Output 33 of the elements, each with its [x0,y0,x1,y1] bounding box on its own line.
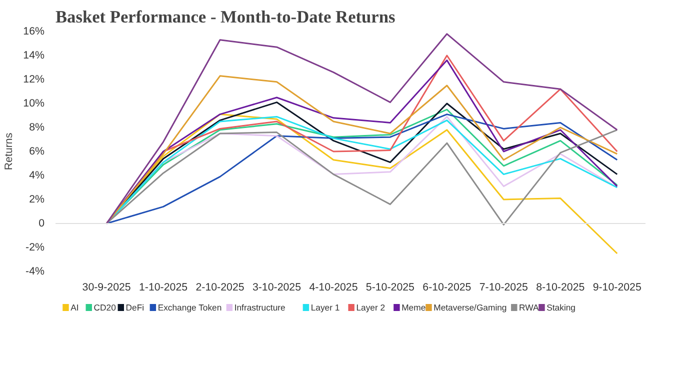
y-tick-label: 16% [23,26,46,38]
y-tick-label: 8% [29,122,46,134]
legend-label: Meme [402,302,426,312]
x-tick-label: 7-10-2025 [479,282,528,294]
legend-label: DeFi [126,302,144,312]
y-tick-label: -4% [26,266,46,278]
x-tick-label: 1-10-2025 [138,282,188,294]
y-tick-label: 6% [29,146,46,158]
x-tick-label: 2-10-2025 [196,282,244,294]
legend-label: Layer 2 [356,302,386,312]
legend-label: Staking [546,302,576,312]
legend-label: CD20 [94,302,116,312]
y-tick-label: 14% [23,50,46,62]
x-tick-label: 3-10-2025 [252,282,302,294]
y-tick-label: 0 [38,218,45,230]
legend-label: AI [70,302,79,312]
x-tick-label: 8-10-2025 [536,282,585,294]
x-tick-label: 6-10-2025 [422,282,472,294]
chart-title: Basket Performance - Month-to-Date Returns [56,8,396,26]
y-tick-label: -2% [26,242,46,254]
x-tick-label: 9-10-2025 [592,282,642,294]
legend-label: Infrastructure [234,302,286,312]
legend-label: Exchange Token [158,302,222,312]
y-axis-title: Returns [3,132,16,170]
legend-label: Layer 1 [310,302,340,312]
x-tick-label: 5-10-2025 [366,282,415,294]
legend-label: Metaverse/Gaming [434,302,507,312]
x-tick-label: 30-9-2025 [82,282,131,294]
y-tick-label: 10% [23,98,46,110]
y-tick-label: 4% [29,170,46,182]
y-tick-label: 2% [29,194,46,206]
x-tick-label: 4-10-2025 [309,282,358,294]
y-tick-label: 12% [23,74,46,86]
